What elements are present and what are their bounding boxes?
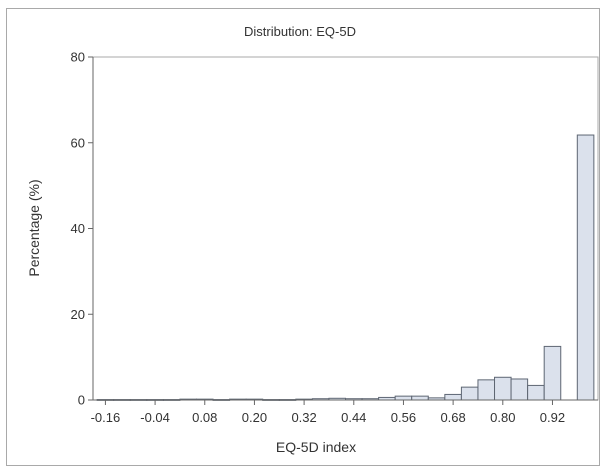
x-tick-label: 0.92	[540, 410, 565, 425]
x-axis-label: EQ-5D index	[276, 439, 356, 455]
histogram-bar	[460, 386, 479, 401]
histogram-bar	[494, 376, 512, 401]
y-tick-label: 0	[78, 393, 85, 408]
histogram-bar	[510, 378, 529, 401]
y-tick-label: 80	[71, 50, 85, 65]
x-tick-label: 0.56	[391, 410, 416, 425]
x-tick-label: 0.32	[291, 410, 316, 425]
histogram-bar	[411, 395, 429, 401]
chart-title: Distribution: EQ-5D	[244, 24, 356, 39]
x-tick-label: -0.04	[140, 410, 170, 425]
histogram-bar	[477, 379, 496, 401]
x-tick-label: 0.20	[242, 410, 267, 425]
x-axis: -0.16 -0.04 0.08 0.20 0.32 0.44 0.56 0.68 0.80 0.…	[91, 399, 598, 425]
y-axis-label: Percentage (%)	[26, 179, 42, 276]
histogram-bar	[527, 384, 545, 401]
plot-area	[92, 56, 599, 401]
histogram-bar	[444, 393, 462, 401]
x-tick-label: 0.68	[440, 410, 465, 425]
bars-group	[96, 134, 595, 401]
y-tick-label: 60	[71, 135, 85, 150]
histogram-bar	[543, 345, 562, 401]
y-axis: 0 20 40 60 80	[71, 50, 94, 408]
y-tick-label: 40	[71, 221, 85, 236]
x-tick-label: 0.08	[192, 410, 217, 425]
x-tick-label: 0.44	[341, 410, 366, 425]
x-tick-label: -0.16	[91, 410, 121, 425]
x-tick-label: 0.80	[490, 410, 515, 425]
histogram-bar	[576, 134, 595, 401]
y-tick-label: 20	[71, 307, 85, 322]
histogram-bar	[394, 395, 413, 401]
